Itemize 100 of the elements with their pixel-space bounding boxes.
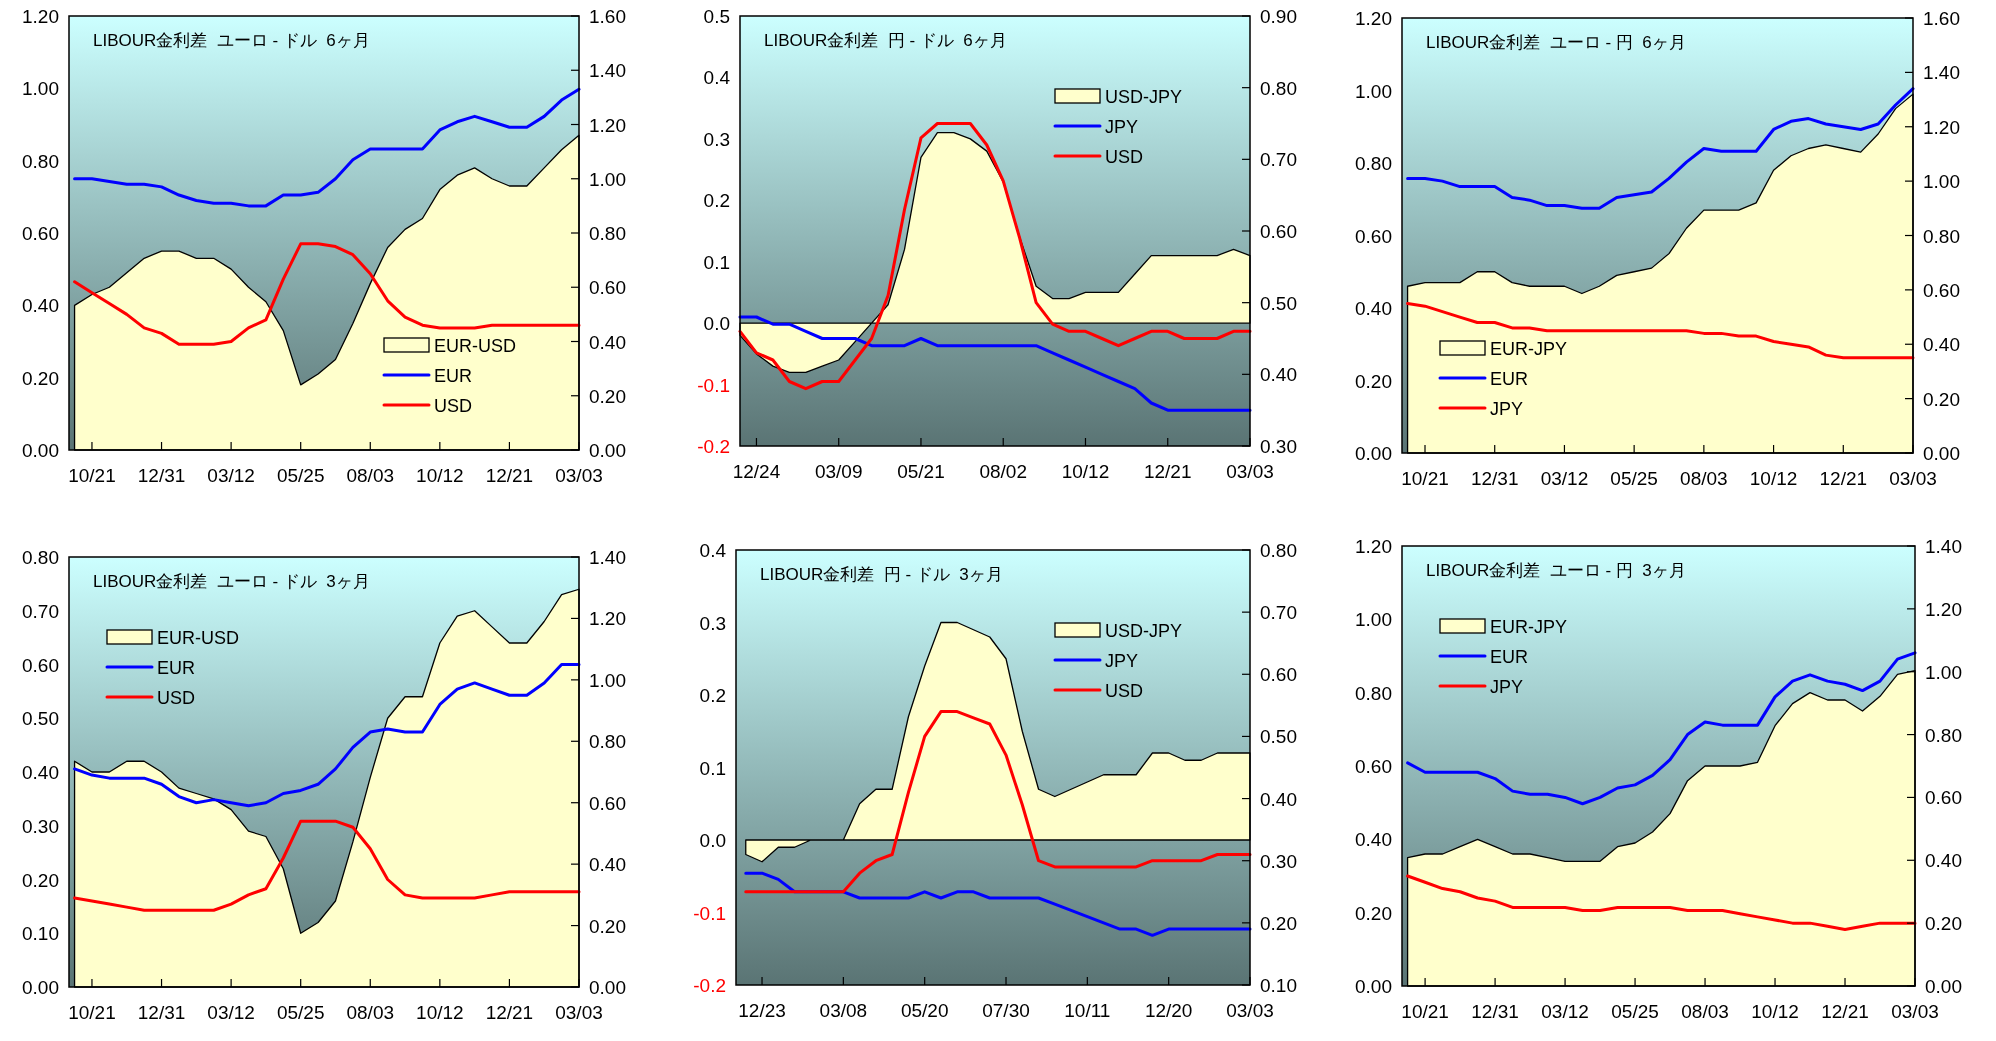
x-tick-label: 12/23 bbox=[738, 1000, 786, 1021]
y-tick-label: 0.80 bbox=[22, 547, 59, 568]
y-tick-label: 0.70 bbox=[22, 600, 59, 622]
legend-label: USD bbox=[434, 396, 473, 416]
x-tick-label: 10/12 bbox=[416, 1002, 464, 1023]
text: LIBOUR金利差 ユーロ - 円 3ヶ月 bbox=[1426, 561, 1686, 580]
y2-tick-label: 0.60 bbox=[1260, 664, 1297, 686]
legend-label: USD bbox=[157, 688, 196, 708]
x-tick-label: 03/12 bbox=[1540, 468, 1589, 489]
y2-tick-label: 0.40 bbox=[1925, 850, 1962, 872]
y-tick-label: 0.20 bbox=[1355, 902, 1392, 924]
x-tick-label: 08/03 bbox=[1681, 1001, 1729, 1022]
y-tick-label: 0.40 bbox=[22, 762, 59, 783]
y2-tick-label: 0.40 bbox=[1260, 788, 1297, 810]
y-tick-label: 0.40 bbox=[1355, 829, 1392, 851]
x-tick-label: 03/03 bbox=[1226, 461, 1274, 482]
x-tick-label: 10/11 bbox=[1064, 1000, 1111, 1021]
y2-tick-label: 0.60 bbox=[1260, 221, 1297, 242]
legend-label: EUR bbox=[434, 366, 473, 386]
y-tick-label: 0.60 bbox=[1355, 225, 1392, 247]
text: LIBOUR金利差 ユーロ - ドル 6ヶ月 bbox=[93, 31, 370, 50]
y2-tick-label: 0.30 bbox=[1260, 850, 1297, 872]
y-tick-label: 1.20 bbox=[1355, 8, 1392, 29]
y2-tick-label: 0.40 bbox=[589, 854, 626, 876]
y2-tick-label: 0.60 bbox=[1925, 787, 1962, 809]
x-tick-label: 03/03 bbox=[1891, 1001, 1939, 1022]
text: LIBOUR金利差 円 - ドル 3ヶ月 bbox=[760, 565, 1003, 584]
y2-tick-label: 0.00 bbox=[589, 440, 626, 461]
y2-tick-label: 0.20 bbox=[1260, 912, 1297, 934]
y-tick-label: 0.3 bbox=[703, 128, 730, 150]
y-tick-label: 0.80 bbox=[1355, 153, 1392, 174]
text: LIBOUR金利差 ユーロ - ドル 3ヶ月 bbox=[93, 572, 370, 591]
y2-tick-label: 1.60 bbox=[589, 6, 626, 27]
legend-label: EUR-JPY bbox=[1490, 617, 1568, 637]
y2-tick-label: 0.40 bbox=[1260, 364, 1297, 386]
x-tick-label: 10/21 bbox=[1401, 1001, 1449, 1022]
x-tick-label: 12/20 bbox=[1144, 1000, 1193, 1021]
y-tick-label: 0.50 bbox=[22, 708, 59, 730]
y-tick-label: 0.00 bbox=[1355, 443, 1392, 464]
legend-label: JPY bbox=[1490, 399, 1524, 419]
y-tick-label: 0.2 bbox=[699, 685, 726, 706]
legend-label: EUR bbox=[157, 658, 196, 678]
y2-tick-label: 0.80 bbox=[1925, 724, 1962, 746]
y2-tick-label: 1.20 bbox=[589, 114, 626, 136]
x-tick-label: 10/21 bbox=[68, 1002, 116, 1023]
y2-tick-label: 0.20 bbox=[589, 915, 626, 937]
y2-tick-label: 0.60 bbox=[589, 792, 626, 814]
y2-tick-label: 0.50 bbox=[1260, 726, 1297, 748]
y2-tick-label: 0.20 bbox=[1923, 388, 1960, 410]
y-tick-label: 0.10 bbox=[22, 923, 59, 945]
legend-label: EUR bbox=[1490, 647, 1529, 667]
x-tick-label: 05/20 bbox=[900, 1000, 949, 1021]
y2-tick-label: 1.20 bbox=[589, 608, 626, 630]
y2-tick-label: 1.40 bbox=[589, 60, 626, 82]
y-tick-label: 0.40 bbox=[1355, 298, 1392, 319]
y-tick-label: 0.0 bbox=[699, 830, 726, 851]
x-tick-label: 03/12 bbox=[1541, 1001, 1589, 1022]
x-tick-label: 10/12 bbox=[1751, 1001, 1799, 1022]
x-tick-label: 12/21 bbox=[1143, 461, 1192, 482]
x-tick-label: 03/03 bbox=[555, 465, 603, 486]
x-tick-label: 12/31 bbox=[137, 1002, 186, 1023]
y2-tick-label: 1.40 bbox=[1925, 536, 1962, 557]
x-tick-label: 05/21 bbox=[897, 461, 945, 482]
y-tick-label: 0.30 bbox=[22, 815, 59, 837]
y-tick-label: 0.20 bbox=[22, 367, 59, 389]
y-tick-label: -0.2 bbox=[693, 975, 726, 996]
y-tick-label: 0.1 bbox=[699, 757, 726, 779]
x-tick-label: 03/08 bbox=[819, 1000, 868, 1021]
x-tick-label: 03/03 bbox=[1226, 1000, 1274, 1021]
y-tick-label: 0.4 bbox=[703, 67, 731, 89]
y2-tick-label: 0.80 bbox=[1260, 540, 1297, 561]
legend-label: USD bbox=[1105, 681, 1144, 701]
y2-tick-label: 1.40 bbox=[1923, 62, 1960, 84]
y2-tick-label: 0.80 bbox=[589, 223, 626, 244]
y2-tick-label: 0.20 bbox=[589, 385, 626, 407]
y-tick-label: 0.2 bbox=[703, 190, 730, 212]
y-tick-label: 0.60 bbox=[22, 654, 59, 676]
y-tick-label: 0.4 bbox=[699, 540, 727, 561]
y-tick-label: 1.20 bbox=[22, 6, 59, 27]
y2-tick-label: 0.50 bbox=[1260, 292, 1297, 314]
y-tick-label: 0.20 bbox=[1355, 370, 1392, 392]
x-tick-label: 10/12 bbox=[1061, 461, 1110, 482]
x-tick-label: 12/31 bbox=[1470, 468, 1519, 489]
y-tick-label: 0.5 bbox=[703, 6, 730, 27]
y2-tick-label: 1.20 bbox=[1923, 116, 1960, 138]
x-tick-label: 05/25 bbox=[1611, 1001, 1659, 1022]
x-tick-label: 08/03 bbox=[346, 1002, 395, 1023]
x-tick-label: 08/03 bbox=[346, 465, 395, 486]
y2-tick-label: 0.20 bbox=[1925, 913, 1962, 935]
x-tick-label: 12/31 bbox=[137, 465, 186, 486]
legend-label: EUR-JPY bbox=[1490, 339, 1568, 359]
y-tick-label: 0.60 bbox=[22, 223, 59, 244]
y2-tick-label: 1.00 bbox=[1925, 661, 1962, 683]
y2-tick-label: 0.10 bbox=[1260, 975, 1297, 996]
x-tick-label: 08/03 bbox=[1680, 468, 1728, 489]
y2-tick-label: 0.60 bbox=[589, 277, 626, 299]
x-tick-label: 10/12 bbox=[1749, 468, 1798, 489]
legend-label: EUR-USD bbox=[157, 628, 240, 648]
x-tick-label: 12/31 bbox=[1471, 1001, 1519, 1022]
y2-tick-label: 1.00 bbox=[589, 168, 626, 190]
